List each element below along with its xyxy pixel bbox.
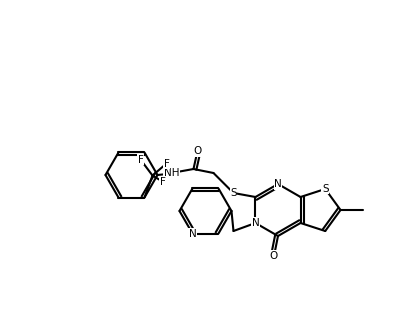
Text: NH: NH [163,168,179,178]
Text: F: F [159,176,165,187]
Text: F: F [163,158,169,169]
Text: S: S [321,184,328,194]
Text: O: O [193,146,201,156]
Text: S: S [230,188,236,198]
Text: O: O [269,251,277,261]
Text: F: F [137,154,143,165]
Text: N: N [251,218,259,228]
Text: N: N [273,179,281,189]
Text: N: N [188,228,196,238]
